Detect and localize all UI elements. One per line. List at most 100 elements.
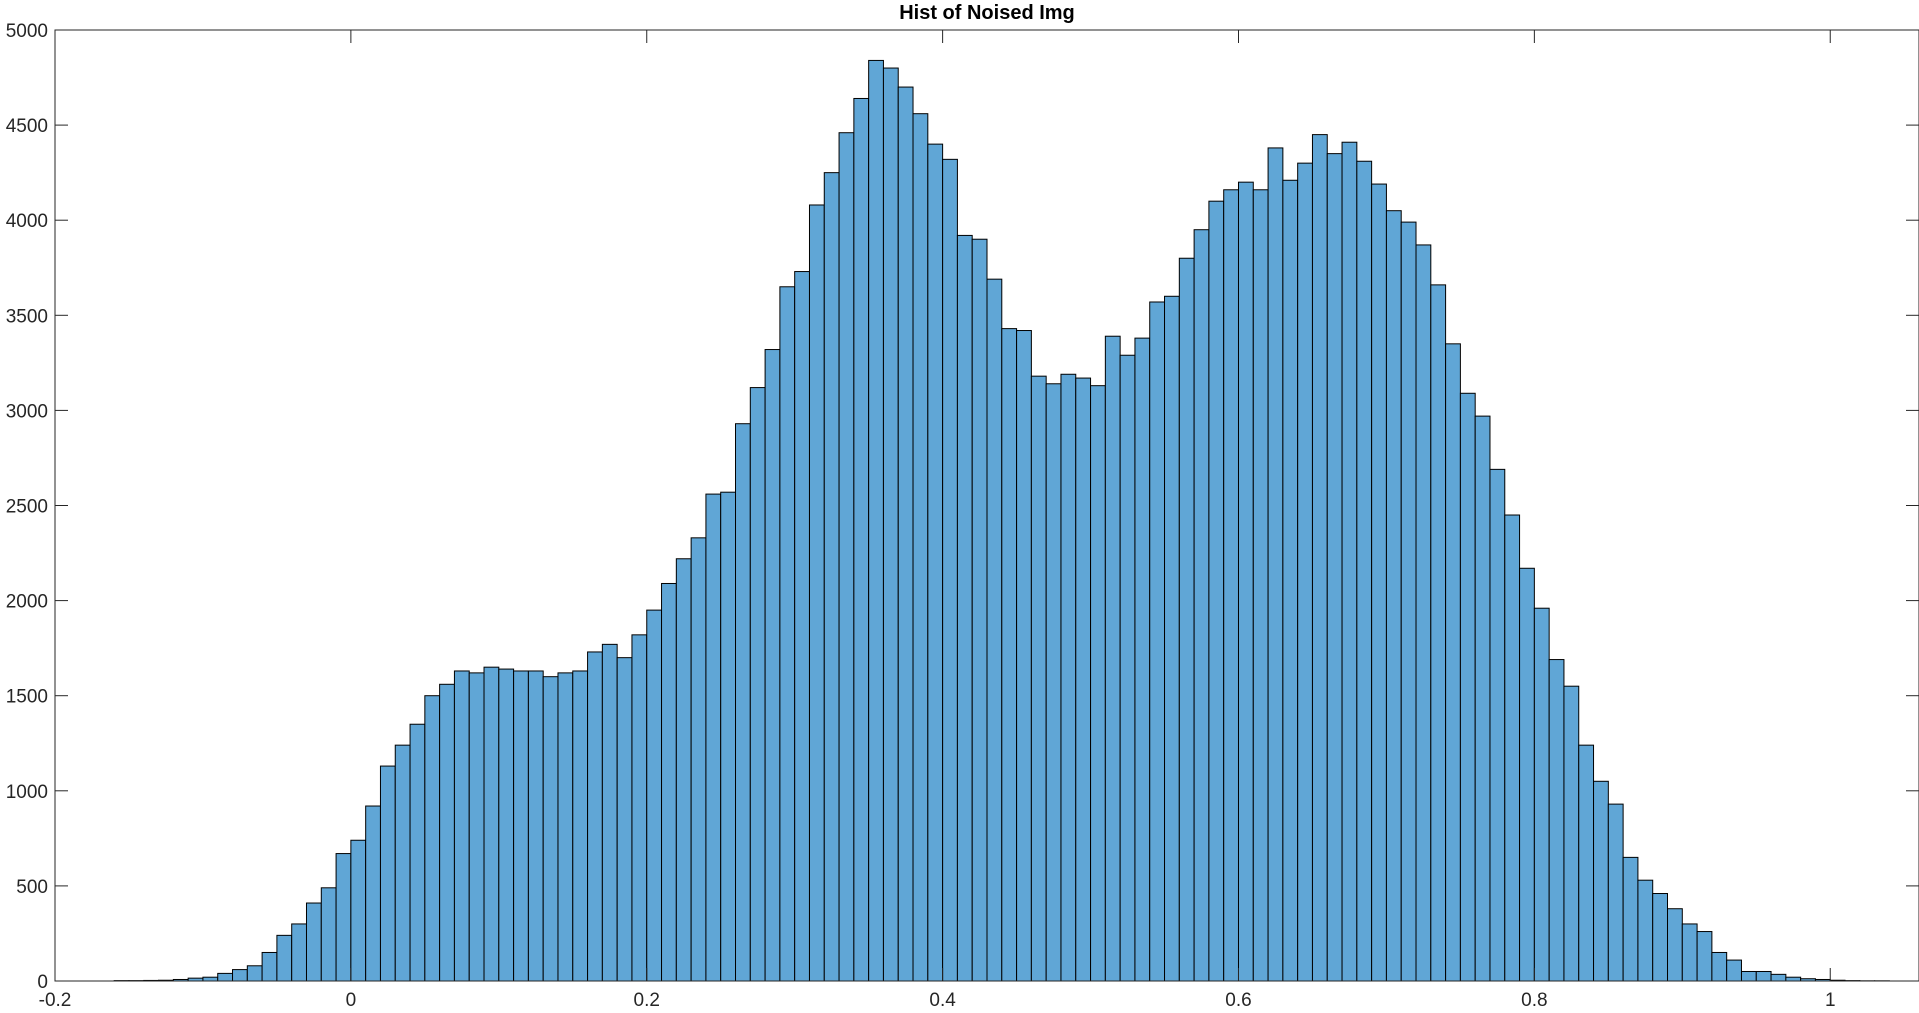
histogram-bar xyxy=(764,349,781,982)
histogram-bar xyxy=(1785,976,1802,982)
histogram-bar xyxy=(1622,856,1639,982)
histogram-bar xyxy=(1385,210,1402,982)
histogram-bar xyxy=(823,172,840,982)
y-tick-label: 2000 xyxy=(6,592,48,613)
histogram-bar xyxy=(868,59,884,982)
histogram-bar xyxy=(1208,200,1225,982)
y-tick-labels: 0 500 1000 1500 2000 2500 3000 3500 4000 4500 5000 xyxy=(6,21,48,993)
x-tick-label: 0 xyxy=(346,990,357,1011)
histogram-bar xyxy=(720,491,737,982)
histogram-bar xyxy=(705,493,722,982)
histogram-bar xyxy=(1696,931,1713,982)
histogram-bar xyxy=(661,582,677,982)
histogram-bar xyxy=(1045,383,1062,982)
histogram-bar xyxy=(1297,162,1313,982)
x-tick-label: 0.2 xyxy=(634,990,660,1011)
histogram-bar xyxy=(1667,908,1683,982)
histogram-bar xyxy=(1075,377,1092,982)
histogram-bar xyxy=(616,657,633,982)
histogram-bar xyxy=(335,853,352,982)
histogram-bar xyxy=(1445,343,1461,982)
histogram-bar xyxy=(1681,923,1698,982)
histogram-bar xyxy=(1223,189,1239,982)
histogram-bar xyxy=(1504,514,1521,982)
x-tick-label: 1 xyxy=(1825,990,1836,1011)
histogram-bar xyxy=(794,271,810,982)
histogram-bar xyxy=(365,805,381,982)
y-tick-label: 4000 xyxy=(6,211,48,232)
histogram-bar xyxy=(1489,468,1506,982)
y-tick-label: 3000 xyxy=(6,401,48,422)
x-tick-label: 0.4 xyxy=(929,990,956,1011)
histogram-bar xyxy=(1001,328,1018,982)
histogram-bar xyxy=(1578,744,1595,982)
histogram-bar xyxy=(394,744,411,982)
histogram-bar xyxy=(1267,147,1284,982)
histogram-bar xyxy=(971,238,988,982)
histogram-bar xyxy=(1164,295,1180,982)
y-tick-label: 1500 xyxy=(6,687,48,708)
histogram-bar xyxy=(1016,330,1032,982)
histogram-bar xyxy=(1755,970,1772,982)
histogram-bar xyxy=(320,887,337,982)
histogram-bar xyxy=(601,643,618,982)
histogram-bar xyxy=(587,651,603,982)
histogram-bar xyxy=(1237,181,1254,982)
histogram-bar xyxy=(1149,301,1166,982)
histogram-bar xyxy=(779,286,796,982)
histogram-bar xyxy=(1652,893,1668,982)
histogram-bar xyxy=(897,86,914,982)
histogram-bar xyxy=(675,558,692,982)
histogram-bar xyxy=(527,670,544,982)
histogram-bar xyxy=(1356,160,1373,982)
histogram-bar xyxy=(557,672,574,982)
y-tick-label: 0 xyxy=(37,972,48,993)
x-tick-label: 0.8 xyxy=(1521,990,1547,1011)
histogram-bar xyxy=(1060,373,1077,982)
histogram-bar xyxy=(468,672,485,982)
histogram-bar xyxy=(202,976,219,982)
histogram-bar xyxy=(1726,959,1742,982)
histogram-bar xyxy=(1519,567,1535,982)
y-tick-label: 4500 xyxy=(6,116,48,137)
histogram-bar xyxy=(1711,951,1728,982)
histogram-bar xyxy=(1119,354,1136,982)
x-tick-label: 0.6 xyxy=(1225,990,1251,1011)
axis-ticks xyxy=(54,29,1919,982)
histogram-bar xyxy=(1341,141,1358,982)
histogram-bar xyxy=(1371,183,1387,982)
histogram-bar xyxy=(1104,335,1121,982)
histogram-bar xyxy=(808,204,825,982)
histogram-bar xyxy=(276,934,293,982)
histogram-bar xyxy=(631,634,648,982)
histogram-bar xyxy=(1178,257,1195,982)
histogram-bar xyxy=(291,923,307,982)
histogram-bar xyxy=(646,609,663,982)
histogram-bar xyxy=(1252,189,1269,982)
histogram-bar xyxy=(735,423,751,982)
histogram-bar xyxy=(424,695,441,982)
histogram-bar xyxy=(1593,780,1609,982)
x-tick-label: -0.2 xyxy=(39,990,72,1011)
histogram-bar xyxy=(483,666,500,982)
histogram-bar xyxy=(1770,973,1787,982)
histogram-bar xyxy=(246,965,263,982)
histogram-bar xyxy=(690,537,707,982)
histogram-bar xyxy=(1400,221,1417,982)
y-tick-label: 2500 xyxy=(6,497,48,518)
histogram-bar xyxy=(1282,179,1299,982)
x-tick-labels: -0.2 0 0.2 0.4 0.6 0.8 1 xyxy=(39,990,1836,1011)
histogram-bar xyxy=(350,839,367,982)
histogram-bar xyxy=(572,670,589,982)
histogram-bar xyxy=(986,278,1003,982)
histogram-bar xyxy=(882,67,899,982)
histogram-bar xyxy=(1415,244,1432,982)
histogram-bar xyxy=(838,132,855,982)
histogram-bar xyxy=(305,902,322,982)
histogram-bar xyxy=(379,765,396,982)
histogram-bar xyxy=(1090,385,1106,982)
histogram-bar xyxy=(453,670,470,982)
y-tick-label: 5000 xyxy=(6,21,48,42)
y-tick-label: 500 xyxy=(16,877,48,898)
histogram-bar xyxy=(217,972,234,982)
